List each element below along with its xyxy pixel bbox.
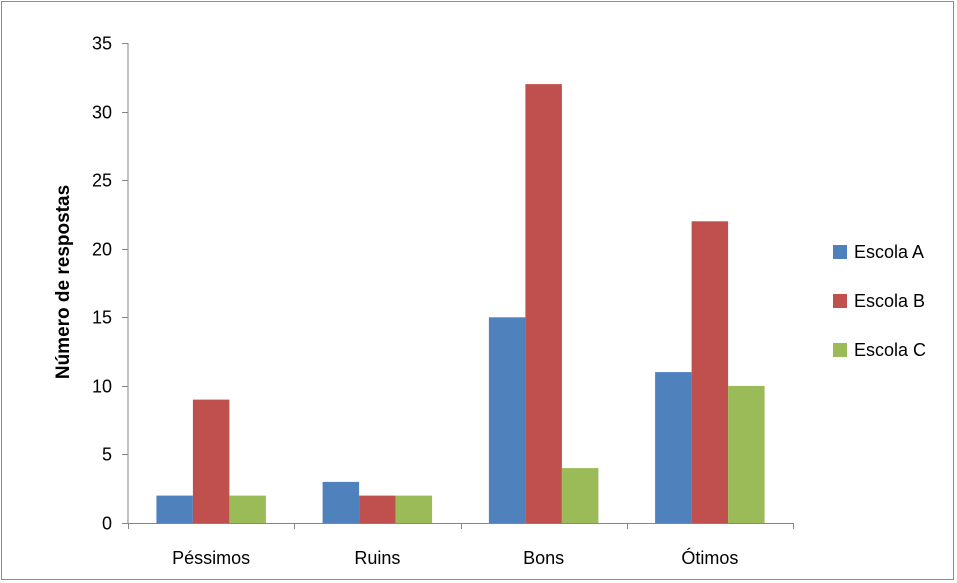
bar-escola-c-0 [229,495,266,523]
legend-label: Escola C [854,340,926,360]
bars [156,84,765,524]
y-tick-label: 35 [92,34,112,54]
bar-escola-c-3 [728,385,765,523]
legend-label: Escola A [854,242,924,262]
x-tick-label: Ótimos [681,547,738,568]
legend-swatch [833,343,847,357]
legend: Escola A Escola B Escola C [833,242,926,360]
x-tick-label: Ruins [354,548,400,568]
y-tick-label: 30 [92,103,112,123]
legend-label: Escola B [854,291,925,311]
bar-escola-a-0 [156,495,193,523]
bar-escola-a-2 [488,317,526,523]
y-axis-label: Número de respostas [53,185,74,379]
y-tick-label: 20 [92,240,112,260]
legend-swatch [833,245,847,259]
bar-escola-a-3 [655,372,692,523]
bar-escola-c-2 [561,468,599,523]
y-axis: 0 5 10 15 20 25 30 35 [92,34,129,534]
bar-escola-b-1 [359,495,396,523]
bar-escola-b-2 [525,84,562,523]
bar-escola-b-0 [192,399,230,523]
y-tick-label: 5 [102,445,112,465]
legend-swatch [833,294,847,308]
y-tick-label: 10 [92,377,112,397]
x-tick-label: Bons [523,548,564,568]
bar-escola-b-3 [691,221,729,524]
y-tick-label: 25 [92,171,112,191]
x-tick-label: Péssimos [172,548,250,568]
bar-escola-c-1 [395,495,433,523]
y-tick-label: 0 [102,514,112,534]
bar-escola-a-1 [322,481,360,523]
y-tick-label: 15 [92,308,112,328]
x-axis: Péssimos Ruins Bons Ótimos [128,523,794,568]
